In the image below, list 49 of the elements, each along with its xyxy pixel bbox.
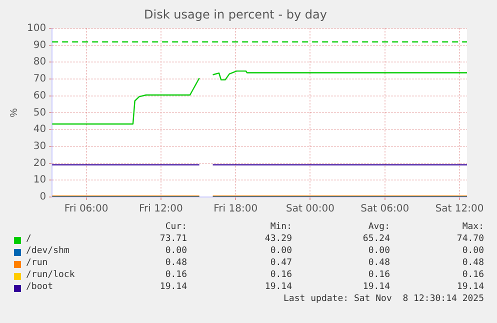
text: 73.71 — [160, 234, 187, 244]
text: 19.14 — [160, 282, 187, 292]
legend-label: /run — [26, 258, 48, 268]
x-tick-label: Sat 12:00 — [435, 204, 484, 215]
text: 74.70 — [456, 234, 484, 244]
text: 0.16 — [270, 270, 292, 280]
text: 0.48 — [462, 258, 484, 268]
text: 0.16 — [165, 270, 187, 280]
y-tick-label: 50 — [33, 107, 46, 118]
y-tick-label: 60 — [33, 90, 46, 102]
y-tick-label: 100 — [26, 22, 46, 34]
x-tick-label: Fri 18:00 — [214, 204, 258, 215]
y-tick-label: 40 — [33, 124, 46, 136]
text: 19.14 — [362, 282, 390, 292]
y-tick-label: 80 — [33, 56, 46, 68]
legend-label: /run/lock — [26, 270, 75, 280]
y-tick-label: 70 — [33, 74, 46, 85]
x-tick-label: Fri 12:00 — [138, 204, 183, 215]
text: 0.00 — [165, 246, 187, 256]
y-tick-label: 0 — [40, 192, 46, 203]
text: Last update: Sat Nov 8 12:30:14 2025 — [284, 294, 484, 304]
text: 0.00 — [462, 246, 484, 256]
text: 0.00 — [270, 246, 292, 256]
text: Avg: — [368, 222, 390, 232]
text: 0.16 — [462, 270, 484, 280]
text: Max: — [462, 222, 484, 232]
text: Min: — [270, 222, 292, 232]
text: 0.00 — [368, 246, 390, 256]
y-tick-label: 10 — [33, 174, 46, 186]
y-tick-label: 30 — [33, 141, 46, 152]
chart-title: Disk usage in percent - by day — [144, 7, 327, 22]
y-tick-label: 90 — [33, 40, 46, 51]
text: 0.16 — [368, 270, 390, 280]
legend-label: /dev/shm — [26, 246, 70, 256]
legend-label: / — [26, 234, 32, 244]
text: Cur: — [165, 222, 187, 232]
y-tick-label: 20 — [33, 158, 46, 169]
x-tick-label: Sat 00:00 — [286, 204, 334, 215]
y-axis-title: % — [8, 108, 20, 118]
text: 0.48 — [165, 258, 187, 268]
legend-label: /boot — [26, 282, 54, 292]
x-tick-label: Fri 06:00 — [64, 204, 108, 215]
text: 0.47 — [270, 258, 292, 268]
text: 65.24 — [362, 234, 390, 244]
text: 19.14 — [264, 282, 292, 292]
text: 19.14 — [456, 282, 484, 292]
x-tick-label: Sat 06:00 — [360, 204, 410, 215]
text: 0.48 — [368, 258, 390, 268]
text: 43.29 — [264, 234, 292, 244]
